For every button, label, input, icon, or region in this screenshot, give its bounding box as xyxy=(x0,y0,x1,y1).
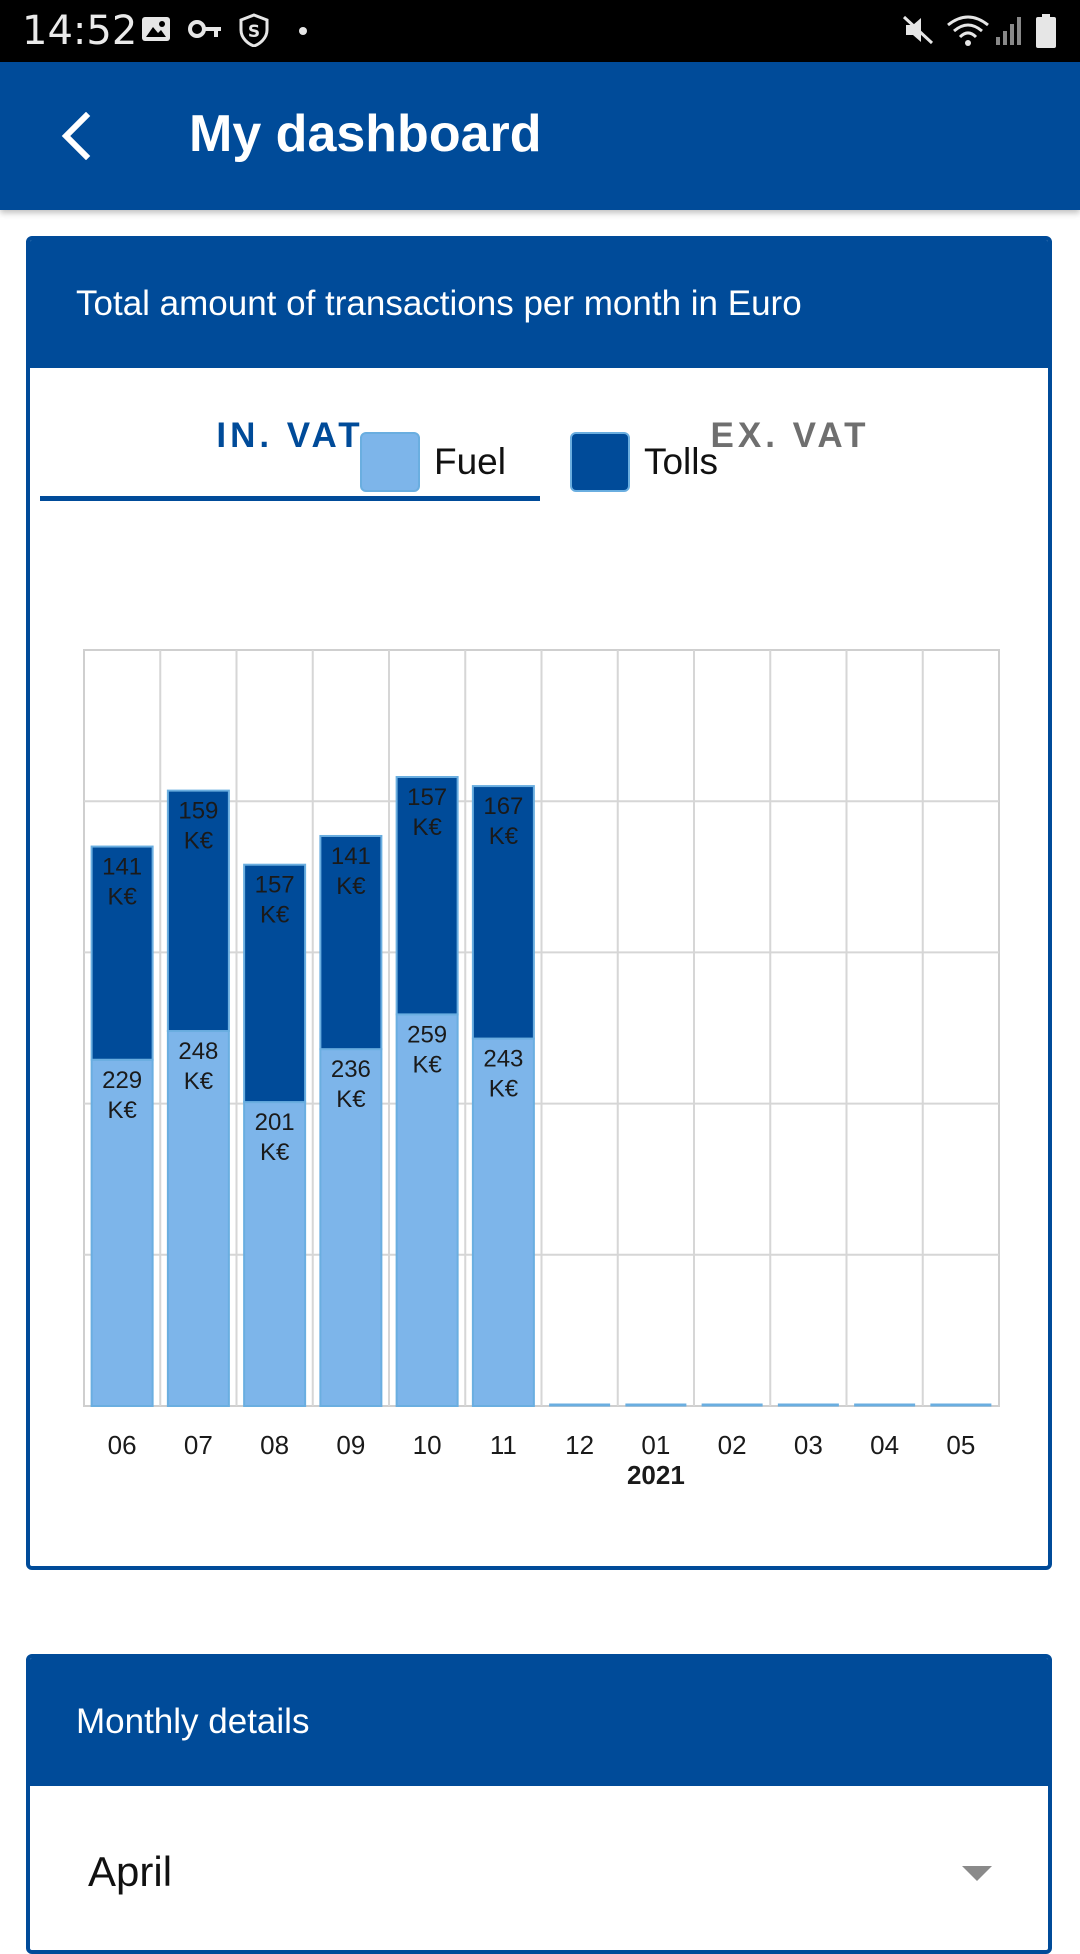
bar-fuel-06 xyxy=(90,1058,154,1407)
legend-label-fuel: Fuel xyxy=(433,441,506,482)
x-tick-label: 03 xyxy=(794,1430,823,1460)
details-card-title: Monthly details xyxy=(30,1658,1048,1786)
tab-indicator xyxy=(40,496,540,501)
bar-fuel-11 xyxy=(471,1037,535,1407)
bar-tolls-08 xyxy=(243,863,307,1104)
month-select[interactable]: April xyxy=(30,1786,1048,1950)
chart-card: Total amount of transactions per month i… xyxy=(26,236,1052,1570)
legend-swatch-tolls xyxy=(569,432,630,492)
image-icon xyxy=(142,17,170,41)
x-tick-label: 11 xyxy=(490,1430,517,1460)
bar-tolls-10 xyxy=(395,776,459,1016)
legend-item-fuel[interactable]: Fuel xyxy=(359,432,506,492)
data-label-tolls-08: 157 K€ xyxy=(255,872,295,929)
legend-label-tolls: Tolls xyxy=(643,441,718,482)
key-icon xyxy=(188,20,221,38)
x-tick-label: 02 xyxy=(718,1430,747,1460)
legend-item-tolls[interactable]: Tolls xyxy=(569,432,718,492)
data-label-fuel-09: 236 K€ xyxy=(331,1056,371,1113)
transactions-chart: 229 K€ 141 K€ 06 248 K€ 159 K€ 07 201 K€ 157 K€ 08 236 K… xyxy=(83,649,1000,1490)
bar-fuel-09 xyxy=(319,1048,383,1408)
shield-s-icon: S xyxy=(239,13,269,47)
data-label-fuel-07: 248 K€ xyxy=(178,1038,218,1095)
x-tick-label: 04 xyxy=(870,1430,899,1460)
chart-legend: Fuel Tolls xyxy=(30,432,1048,492)
app-bar: My dashboard xyxy=(0,62,1080,210)
dot-icon xyxy=(299,27,307,35)
dropdown-arrow-icon xyxy=(962,1866,992,1881)
bar-fuel-08 xyxy=(243,1101,307,1407)
year-label: 2021 xyxy=(627,1460,685,1490)
legend-swatch-fuel xyxy=(359,432,420,492)
month-select-value: April xyxy=(88,1848,173,1895)
data-label-tolls-07: 159 K€ xyxy=(178,798,218,855)
tab-ex-vat[interactable]: EX. VAT xyxy=(710,416,870,455)
x-tick-label: 12 xyxy=(565,1430,594,1460)
mute-icon xyxy=(902,15,934,45)
data-label-tolls-10: 157 K€ xyxy=(407,784,447,841)
data-label-tolls-11: 167 K€ xyxy=(483,793,523,850)
x-tick-label: 07 xyxy=(184,1430,213,1460)
page-title: My dashboard xyxy=(189,105,542,163)
tab-in-vat[interactable]: IN. VAT xyxy=(216,416,364,455)
svg-text:S: S xyxy=(248,22,260,42)
status-time: 14:52 xyxy=(22,8,138,54)
x-tick-label: 05 xyxy=(946,1430,975,1460)
status-bar: 14:52 S xyxy=(0,0,1080,62)
bar-tolls-09 xyxy=(319,834,383,1051)
bar-tolls-07 xyxy=(166,789,230,1033)
bar-tolls-06 xyxy=(90,845,154,1061)
back-button[interactable] xyxy=(44,98,108,174)
data-label-fuel-08: 201 K€ xyxy=(255,1109,295,1166)
data-label-tolls-09: 141 K€ xyxy=(331,843,371,900)
signal-icon xyxy=(996,17,1021,45)
chevron-left-icon xyxy=(61,112,91,160)
data-label-tolls-06: 141 K€ xyxy=(102,854,142,911)
chart-card-title: Total amount of transactions per month i… xyxy=(30,240,1048,368)
x-tick-label: 01 xyxy=(641,1430,670,1460)
data-label-fuel-11: 243 K€ xyxy=(483,1046,523,1103)
details-card: Monthly details April xyxy=(26,1654,1052,1954)
data-label-fuel-10: 259 K€ xyxy=(407,1021,447,1078)
data-label-fuel-06: 229 K€ xyxy=(102,1067,142,1124)
x-tick-label: 06 xyxy=(108,1430,137,1460)
wifi-icon xyxy=(947,15,989,46)
battery-icon xyxy=(1036,14,1056,48)
bar-fuel-10 xyxy=(395,1013,459,1408)
x-tick-label: 10 xyxy=(413,1430,442,1460)
bar-tolls-11 xyxy=(471,785,535,1040)
vat-tabs: IN. VAT EX. VAT xyxy=(30,368,1048,504)
x-tick-label: 08 xyxy=(260,1430,289,1460)
x-tick-label: 09 xyxy=(336,1430,365,1460)
